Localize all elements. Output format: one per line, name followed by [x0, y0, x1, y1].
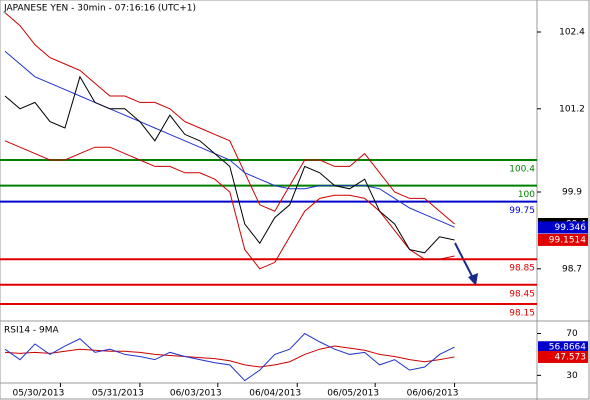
- y-tick-label: 70: [566, 329, 578, 339]
- y-tick-label: 98.7: [562, 264, 582, 274]
- level-label: 100.4: [509, 165, 535, 175]
- x-tick-label: 06/04/2013: [249, 389, 301, 399]
- level-label: 98.45: [509, 289, 535, 299]
- arrow: [454, 242, 475, 281]
- x-tick-label: 06/05/2013: [327, 389, 379, 399]
- current-box: [538, 350, 588, 363]
- current-label: 99.346: [555, 223, 587, 233]
- current-label: 47.573: [555, 352, 587, 362]
- current-box: [538, 221, 588, 234]
- y-tick-label: 30: [566, 371, 578, 381]
- x-tick-label: 05/31/2013: [92, 389, 144, 399]
- current-label: 99.1514: [549, 235, 586, 245]
- x-tick-label: 06/03/2013: [170, 389, 222, 399]
- y-tick-label: 101.2: [559, 104, 585, 114]
- x-tick-label: 05/30/2013: [13, 389, 65, 399]
- series-line: [4, 332, 455, 382]
- x-tick-label: 06/06/2013: [407, 389, 459, 399]
- y-tick-label: 99.9: [562, 188, 582, 198]
- level-label: 99.75: [509, 206, 535, 216]
- current-label: 56.8664: [549, 343, 586, 353]
- chart-title: JAPANESE YEN - 30min - 07:16:16 (UTC+1): [3, 4, 196, 14]
- series-line: [4, 50, 455, 228]
- level-label: 98.85: [509, 264, 535, 274]
- series-line: [4, 75, 455, 254]
- series-line: [4, 345, 455, 368]
- level-label: 100: [518, 190, 535, 200]
- series-line: [4, 12, 455, 225]
- current-box: [538, 341, 588, 354]
- y-tick-label: 102.4: [559, 28, 585, 38]
- arrow-head: [468, 273, 478, 286]
- level-label: 98.15: [509, 309, 535, 319]
- panel-title: RSI14 - 9MA: [4, 326, 60, 336]
- current-box: [538, 233, 588, 246]
